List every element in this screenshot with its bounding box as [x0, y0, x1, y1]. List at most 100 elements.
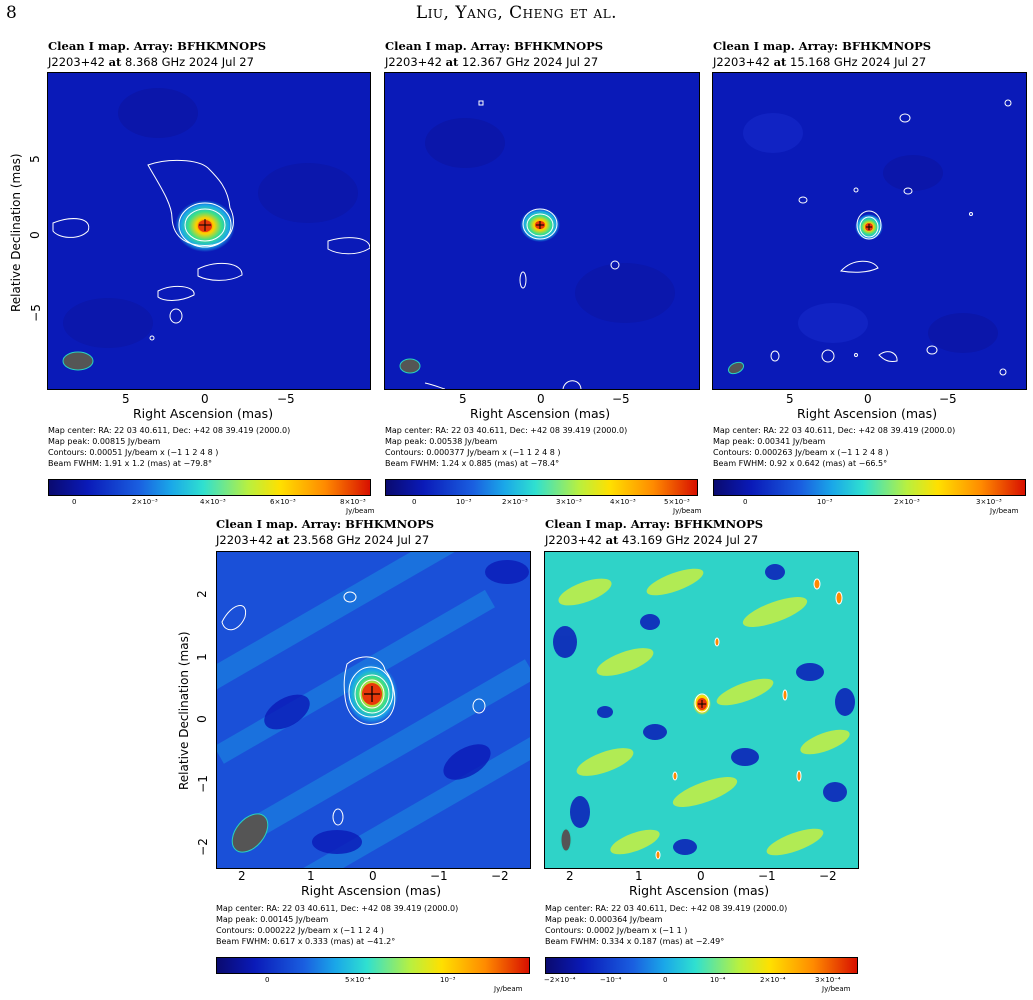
colorbar-tick: 2×10⁻³ [894, 498, 920, 506]
x-tick: 2 [566, 869, 574, 883]
colorbar-tick: 10⁻⁴ [710, 976, 726, 984]
x-axis-label: Right Ascension (mas) [629, 883, 770, 898]
image-map [384, 72, 700, 390]
map-center-text: Map center: RA: 22 03 40.611, Dec: +42 0… [713, 426, 956, 435]
colorbar-tick: 2×10⁻³ [502, 498, 528, 506]
beam-text: Beam FWHM: 1.24 x 0.885 (mas) at −78.4° [385, 459, 560, 468]
colorbar-unit: Jy/beam [673, 507, 702, 515]
x-tick: −5 [939, 392, 957, 406]
x-tick: 0 [369, 869, 377, 883]
colorbar-tick: 3×10⁻³ [976, 498, 1002, 506]
x-tick: 1 [307, 869, 315, 883]
colorbar-tick: 5×10⁻³ [664, 498, 690, 506]
map-peak-text: Map peak: 0.00341 Jy/beam [713, 437, 826, 446]
image-map [544, 551, 859, 869]
panel-subtitle: J2203+42 at 12.367 GHz 2024 Jul 27 [385, 55, 599, 69]
page-number: 8 [6, 3, 17, 23]
y-tick: 0 [27, 231, 42, 239]
map-peak-text: Map peak: 0.00815 Jy/beam [48, 437, 161, 446]
x-tick: −2 [491, 869, 509, 883]
map-peak-text: Map peak: 0.000364 Jy/beam [545, 915, 663, 924]
contours-text: Contours: 0.00051 Jy/beam x (−1 1 2 4 8 … [48, 448, 219, 457]
colorbar-tick: 10⁻³ [440, 976, 456, 984]
y-tick: 1 [194, 653, 209, 661]
x-tick: 0 [697, 869, 705, 883]
panel-title: Clean I map. Array: BFHKMNOPS [48, 39, 267, 53]
y-tick: 0 [194, 715, 209, 723]
x-tick: −2 [819, 869, 837, 883]
x-axis-label: Right Ascension (mas) [301, 883, 442, 898]
x-tick: −1 [430, 869, 448, 883]
colorbar-tick: 10⁻³ [456, 498, 472, 506]
colorbar-tick: 3×10⁻³ [556, 498, 582, 506]
map-center-text: Map center: RA: 22 03 40.611, Dec: +42 0… [216, 904, 459, 913]
colorbar-tick: −10⁻⁴ [600, 976, 622, 984]
panel-title: Clean I map. Array: BFHKMNOPS [216, 517, 435, 531]
colorbar-tick: −2×10⁻⁴ [544, 976, 576, 984]
colorbar-tick: 0 [412, 498, 417, 506]
colorbar-tick: 6×10⁻³ [270, 498, 296, 506]
image-map [47, 72, 371, 390]
colorbar [385, 479, 698, 496]
map-center-text: Map center: RA: 22 03 40.611, Dec: +42 0… [545, 904, 788, 913]
contours-text: Contours: 0.000263 Jy/beam x (−1 1 2 4 8… [713, 448, 889, 457]
beam-text: Beam FWHM: 0.92 x 0.642 (mas) at −66.5° [713, 459, 888, 468]
x-tick: 5 [459, 392, 467, 406]
y-tick: −5 [28, 304, 43, 322]
x-tick: −5 [277, 392, 295, 406]
colorbar-tick: 8×10⁻³ [340, 498, 366, 506]
x-tick: 0 [537, 392, 545, 406]
colorbar-unit: Jy/beam [494, 985, 523, 993]
colorbar-tick: 0 [72, 498, 77, 506]
colorbar-unit: Jy/beam [990, 507, 1019, 515]
image-map [712, 72, 1027, 390]
colorbar [216, 957, 530, 974]
panel-subtitle: J2203+42 at 43.169 GHz 2024 Jul 27 [545, 533, 759, 547]
x-axis-label: Right Ascension (mas) [797, 406, 938, 421]
colorbar-tick: 5×10⁻⁴ [345, 976, 371, 984]
colorbar [48, 479, 371, 496]
colorbar-tick: 10⁻³ [817, 498, 833, 506]
colorbar-tick: 3×10⁻⁴ [815, 976, 841, 984]
colorbar [713, 479, 1026, 496]
x-tick: 0 [864, 392, 872, 406]
x-axis-label: Right Ascension (mas) [470, 406, 611, 421]
colorbar-unit: Jy/beam [346, 507, 375, 515]
colorbar-tick: 4×10⁻³ [200, 498, 226, 506]
map-center-text: Map center: RA: 22 03 40.611, Dec: +42 0… [385, 426, 628, 435]
x-tick: 1 [635, 869, 643, 883]
beam-text: Beam FWHM: 0.617 x 0.333 (mas) at −41.2° [216, 937, 396, 946]
colorbar [545, 957, 858, 974]
colorbar-unit: Jy/beam [822, 985, 851, 993]
colorbar-tick: 2×10⁻³ [132, 498, 158, 506]
x-tick: 0 [201, 392, 209, 406]
map-peak-text: Map peak: 0.00538 Jy/beam [385, 437, 498, 446]
panel-subtitle: J2203+42 at 8.368 GHz 2024 Jul 27 [48, 55, 254, 69]
panel-subtitle: J2203+42 at 15.168 GHz 2024 Jul 27 [713, 55, 927, 69]
colorbar-tick: 2×10⁻⁴ [760, 976, 786, 984]
colorbar-tick: 0 [663, 976, 668, 984]
map-center-text: Map center: RA: 22 03 40.611, Dec: +42 0… [48, 426, 291, 435]
beam-text: Beam FWHM: 1.91 x 1.2 (mas) at −79.8° [48, 459, 212, 468]
panel-title: Clean I map. Array: BFHKMNOPS [545, 517, 764, 531]
x-axis-label: Right Ascension (mas) [133, 406, 274, 421]
panel-title: Clean I map. Array: BFHKMNOPS [385, 39, 604, 53]
colorbar-tick: 0 [265, 976, 270, 984]
colorbar-tick: 4×10⁻³ [610, 498, 636, 506]
x-tick: 5 [786, 392, 794, 406]
image-map [216, 551, 531, 869]
x-tick: 5 [122, 392, 130, 406]
contours-text: Contours: 0.0002 Jy/beam x (−1 1 ) [545, 926, 688, 935]
x-tick: 2 [238, 869, 246, 883]
map-peak-text: Map peak: 0.00145 Jy/beam [216, 915, 329, 924]
x-tick: −1 [758, 869, 776, 883]
y-tick: −2 [195, 838, 210, 856]
contours-text: Contours: 0.000222 Jy/beam x (−1 1 2 4 ) [216, 926, 384, 935]
contours-text: Contours: 0.000377 Jy/beam x (−1 1 2 4 8… [385, 448, 561, 457]
panel-subtitle: J2203+42 at 23.568 GHz 2024 Jul 27 [216, 533, 430, 547]
colorbar-tick: 0 [743, 498, 748, 506]
running-header-authors: Liu, Yang, Cheng et al. [415, 3, 618, 23]
y-axis-label: Relative Declination (mas) [9, 153, 23, 312]
y-tick: 5 [27, 155, 42, 163]
y-axis-label: Relative Declination (mas) [177, 631, 191, 790]
